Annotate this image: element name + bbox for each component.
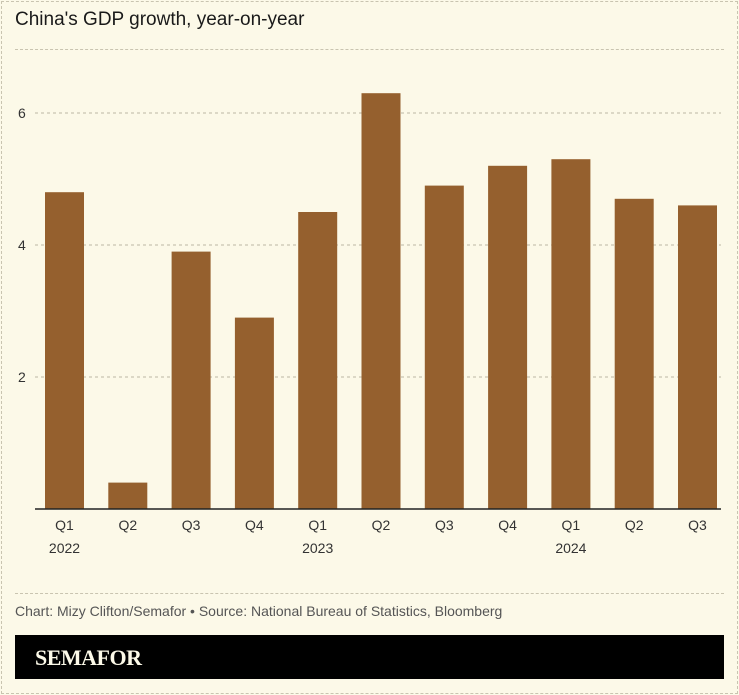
x-tick-label: Q2 [118, 517, 137, 533]
bar-q3-2024 [678, 205, 717, 509]
bar-q2-2023 [361, 93, 401, 509]
x-tick-label: Q3 [688, 517, 707, 533]
x-tick-label: Q4 [498, 517, 517, 533]
x-tick-year-label: 2024 [555, 540, 586, 556]
bar-q1-2022 [45, 192, 84, 509]
bar-chart: 2 4 6 Q1 2022 Q2 Q3 Q4 Q1 2023 Q2 Q3 Q4 Q1 2024 Q2 Q3 [18, 93, 721, 556]
x-tick-label: Q4 [245, 517, 264, 533]
bar-q2-2024 [614, 198, 654, 510]
bar-q2-2022 [108, 482, 148, 509]
chart-credit: Chart: Mizy Clifton/Semafor • Source: Na… [15, 603, 503, 619]
y-tick-label: 2 [18, 369, 26, 385]
x-tick-year-label: 2022 [49, 540, 80, 556]
x-tick-year-label: 2023 [302, 540, 333, 556]
bar-q4-2023 [488, 165, 528, 510]
bar-q4-2022 [234, 317, 274, 509]
x-tick-label: Q1 [55, 517, 74, 533]
x-tick-label: Q1 [562, 517, 581, 533]
y-tick-label: 6 [18, 105, 26, 121]
bar-q1-2024 [551, 159, 591, 509]
bar-q3-2023 [424, 185, 464, 509]
x-tick-label: Q2 [372, 517, 391, 533]
x-tick-label: Q2 [625, 517, 644, 533]
logo-bar: SEMAFOR [15, 635, 724, 679]
bar-q1-2023 [298, 212, 338, 509]
x-tick-label: Q3 [182, 517, 201, 533]
x-tick-label: Q1 [308, 517, 327, 533]
chart-title: China's GDP growth, year-on-year [15, 9, 305, 30]
footer-divider [15, 593, 724, 594]
bar-q3-2022 [171, 251, 211, 509]
title-divider [15, 49, 724, 50]
semafor-logo: SEMAFOR [35, 645, 142, 670]
x-tick-label: Q3 [435, 517, 454, 533]
y-tick-label: 4 [18, 237, 26, 253]
